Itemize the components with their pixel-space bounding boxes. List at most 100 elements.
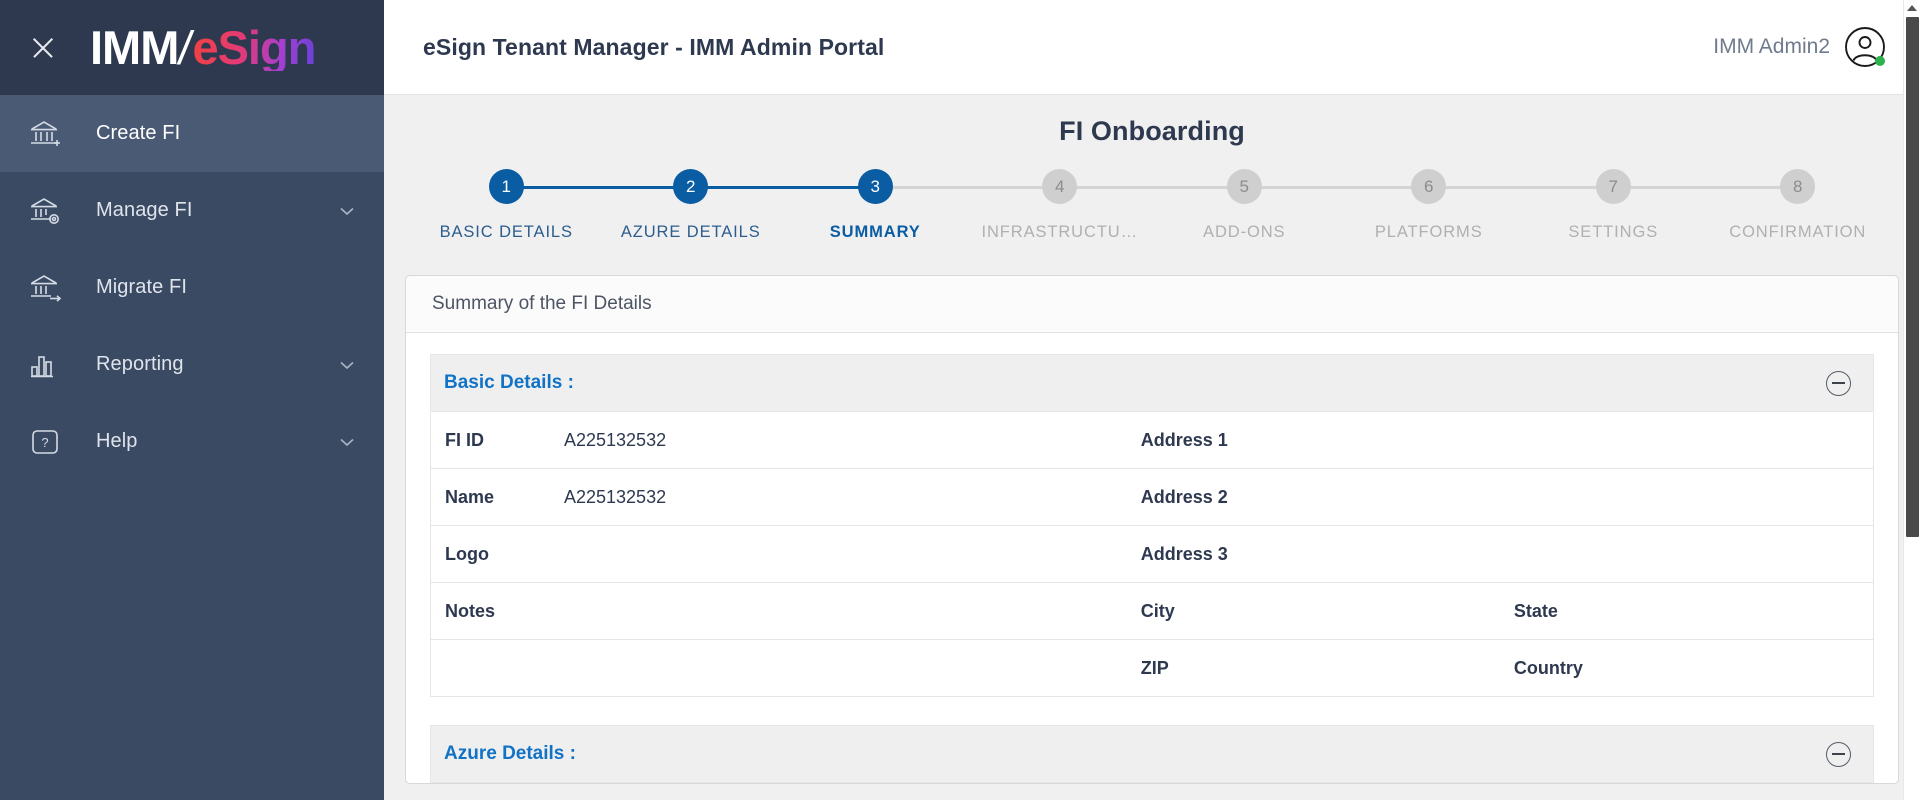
svg-text:?: ?	[41, 435, 48, 450]
section-azure-details: Azure Details :	[430, 725, 1874, 783]
step-label: INFRASTRUCTU…	[981, 223, 1139, 241]
table-row: Notes City State	[431, 582, 1873, 640]
user-name: IMM Admin2	[1713, 35, 1830, 58]
cell-value	[549, 582, 1127, 640]
cell-value	[549, 639, 1127, 697]
step-summary[interactable]: 3 SUMMARY	[690, 169, 968, 242]
step-add-ons[interactable]: 5 ADD-ONS	[1059, 169, 1337, 242]
cell-key: City	[1126, 582, 1500, 640]
cell-key: Address 3	[1126, 525, 1873, 583]
step-infrastructure[interactable]: 4 INFRASTRUCTU…	[875, 169, 1153, 242]
step-number: 3	[857, 169, 893, 204]
sidebar-item-label: Migrate FI	[96, 276, 188, 298]
chevron-down-icon[interactable]	[336, 200, 358, 222]
step-number: 6	[1411, 169, 1447, 204]
sidebar: IMM / eSign	[0, 0, 384, 800]
sidebar-header: IMM / eSign	[0, 0, 384, 95]
cell-key: FI ID	[431, 411, 550, 469]
vertical-scrollbar[interactable]	[1903, 0, 1920, 800]
cell-key-extra: State	[1499, 582, 1873, 640]
sidebar-nav: Create FI Manage FI	[0, 95, 384, 800]
topbar-user-area[interactable]: IMM Admin2	[1713, 26, 1886, 68]
page-title: eSign Tenant Manager - IMM Admin Portal	[423, 33, 885, 60]
minus-circle-icon[interactable]	[1826, 370, 1851, 396]
step-connector	[690, 186, 876, 189]
step-settings[interactable]: 7 SETTINGS	[1428, 169, 1706, 242]
cell-key: Notes	[431, 582, 550, 640]
bank-plus-icon	[22, 114, 70, 154]
cell-value: A225132532	[549, 411, 1127, 469]
step-label: ADD-ONS	[1203, 223, 1286, 241]
bank-arrow-icon	[22, 268, 70, 308]
table-row: Logo Address 3	[431, 525, 1873, 583]
step-basic-details[interactable]: 1 BASIC DETAILS	[414, 169, 599, 242]
step-label: SUMMARY	[829, 223, 921, 241]
minus-circle-icon[interactable]	[1826, 741, 1851, 767]
table-row: Name A225132532 Address 2	[431, 468, 1873, 526]
sidebar-item-reporting[interactable]: Reporting	[0, 326, 384, 403]
scroll-up-arrow-icon[interactable]	[1907, 5, 1917, 11]
step-connector	[1428, 186, 1614, 189]
section-header[interactable]: Azure Details :	[431, 726, 1873, 782]
cell-key	[431, 639, 550, 697]
summary-card-header: Summary of the FI Details	[406, 276, 1898, 333]
summary-card-title: Summary of the FI Details	[432, 293, 652, 314]
close-icon[interactable]	[26, 31, 60, 65]
question-icon: ?	[22, 422, 70, 462]
step-label: AZURE DETAILS	[620, 223, 761, 241]
cell-value: A225132532	[549, 468, 1127, 526]
topbar: eSign Tenant Manager - IMM Admin Portal …	[384, 0, 1920, 95]
table-row: FI ID A225132532 Address 1	[431, 411, 1873, 469]
sidebar-item-label: Help	[96, 430, 138, 452]
step-connector	[1059, 186, 1245, 189]
section-header[interactable]: Basic Details :	[431, 355, 1873, 411]
cell-key: Address 2	[1126, 468, 1873, 526]
step-connector	[1613, 186, 1798, 189]
step-connector	[506, 186, 691, 189]
cell-key: Name	[431, 468, 550, 526]
step-label: BASIC DETAILS	[439, 223, 573, 241]
sidebar-item-create-fi[interactable]: Create FI	[0, 95, 384, 172]
sidebar-item-label: Create FI	[96, 122, 181, 144]
step-connector	[1244, 186, 1429, 189]
logo-imm-text: IMM	[90, 21, 179, 74]
logo-esign-text: eSign	[192, 21, 316, 74]
step-label: SETTINGS	[1568, 223, 1659, 241]
onboarding-stepper: 1 BASIC DETAILS 2 AZURE DETAILS 3 SUMMAR…	[384, 169, 1920, 264]
page-content: FI Onboarding 1 BASIC DETAILS 2 AZURE DE…	[384, 95, 1920, 800]
sidebar-item-manage-fi[interactable]: Manage FI	[0, 172, 384, 249]
step-label: CONFIRMATION	[1729, 223, 1867, 241]
table-row: ZIP Country	[431, 639, 1873, 697]
step-azure-details[interactable]: 2 AZURE DETAILS	[506, 169, 784, 242]
section-title: Basic Details :	[444, 372, 574, 393]
chevron-down-icon[interactable]	[336, 431, 358, 453]
cell-key-extra: Country	[1499, 639, 1873, 697]
cell-value	[549, 525, 1127, 583]
step-label: PLATFORMS	[1374, 223, 1483, 241]
summary-card-body: Basic Details : FI ID A225	[406, 333, 1898, 783]
sidebar-item-migrate-fi[interactable]: Migrate FI	[0, 249, 384, 326]
stepper-steps: 1 BASIC DETAILS 2 AZURE DETAILS 3 SUMMAR…	[404, 169, 1900, 242]
bar-chart-icon	[22, 345, 70, 385]
status-badge	[1875, 56, 1885, 66]
chevron-down-icon[interactable]	[336, 354, 358, 376]
cell-key: Address 1	[1126, 411, 1873, 469]
main-area: eSign Tenant Manager - IMM Admin Portal …	[384, 0, 1920, 800]
step-connector	[875, 186, 1060, 189]
step-number: 1	[488, 169, 524, 204]
avatar[interactable]	[1844, 26, 1886, 68]
step-number: 7	[1595, 169, 1631, 204]
step-number: 2	[673, 169, 709, 204]
section-title: Azure Details :	[444, 743, 576, 764]
bank-gear-icon	[22, 191, 70, 231]
step-confirmation[interactable]: 8 CONFIRMATION	[1613, 169, 1891, 242]
step-number: 5	[1226, 169, 1262, 204]
scrollbar-thumb[interactable]	[1906, 17, 1919, 537]
cell-key: Logo	[431, 525, 550, 583]
basic-details-table: FI ID A225132532 Address 1 Name A2251325…	[431, 411, 1873, 697]
step-platforms[interactable]: 6 PLATFORMS	[1244, 169, 1522, 242]
step-number: 4	[1042, 169, 1078, 204]
cell-key: ZIP	[1126, 639, 1500, 697]
sidebar-item-help[interactable]: ? Help	[0, 403, 384, 480]
summary-card: Summary of the FI Details Basic Details …	[405, 275, 1899, 784]
